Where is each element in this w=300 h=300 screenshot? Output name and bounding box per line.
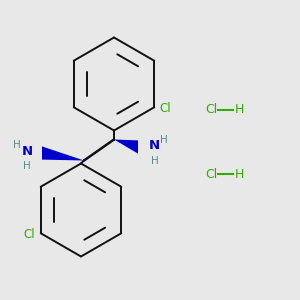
Text: H: H — [235, 167, 244, 181]
Text: N: N — [21, 145, 32, 158]
Polygon shape — [42, 146, 84, 161]
Text: H: H — [13, 140, 20, 150]
Text: Cl: Cl — [206, 103, 218, 116]
Text: H: H — [151, 156, 158, 167]
Text: Cl: Cl — [24, 228, 35, 241]
Text: N: N — [148, 139, 160, 152]
Text: H: H — [235, 103, 244, 116]
Polygon shape — [114, 140, 138, 154]
Text: Cl: Cl — [160, 102, 171, 115]
Text: H: H — [23, 161, 31, 171]
Text: Cl: Cl — [206, 167, 218, 181]
Text: H: H — [160, 135, 167, 146]
